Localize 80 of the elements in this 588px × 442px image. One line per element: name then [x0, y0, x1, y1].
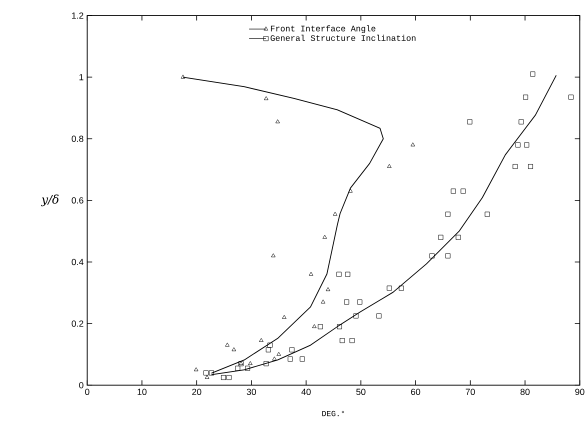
point — [528, 164, 534, 170]
point — [248, 361, 253, 366]
x-tick-label: 70 — [466, 388, 475, 395]
point — [235, 366, 240, 371]
point — [467, 119, 472, 124]
point — [300, 356, 305, 362]
point — [326, 287, 330, 292]
point — [308, 272, 314, 276]
point — [512, 164, 518, 170]
x-tick-label: 0 — [85, 388, 90, 395]
point — [450, 188, 456, 194]
point — [445, 253, 450, 258]
point — [530, 72, 536, 77]
point — [336, 324, 342, 330]
point — [445, 212, 450, 217]
point — [568, 94, 574, 100]
x-tick-label: 40 — [301, 388, 311, 395]
point — [276, 352, 281, 356]
point — [225, 342, 230, 347]
point — [460, 188, 466, 194]
point — [456, 234, 461, 240]
x-tick-label: 90 — [575, 388, 584, 395]
point — [340, 338, 345, 344]
y-tick-label: 0.6 — [72, 197, 84, 204]
point — [348, 188, 353, 193]
point — [282, 314, 286, 319]
point — [398, 286, 404, 291]
point — [344, 300, 350, 305]
point — [332, 212, 338, 216]
y-tick-label: 0.2 — [72, 320, 84, 327]
point — [288, 356, 293, 362]
point — [410, 142, 416, 146]
y-tick-label: 0.8 — [72, 136, 84, 142]
y-tick-label: 0 — [79, 382, 84, 388]
point — [524, 142, 530, 148]
x-tick-label: 10 — [138, 388, 147, 395]
point — [518, 119, 524, 124]
point — [322, 234, 327, 239]
point — [264, 361, 269, 366]
point — [266, 347, 271, 352]
point — [289, 347, 294, 352]
point — [275, 119, 280, 124]
point — [264, 96, 268, 100]
point — [523, 94, 528, 100]
point — [429, 253, 435, 258]
point — [336, 272, 342, 277]
point — [272, 356, 277, 360]
point — [259, 338, 264, 342]
point — [267, 342, 273, 348]
x-tick-label: 30 — [246, 388, 256, 395]
x-tick-label: 60 — [411, 388, 420, 395]
x-tick-label: 80 — [520, 388, 530, 395]
point — [194, 367, 198, 372]
point — [438, 234, 444, 240]
point — [350, 338, 355, 344]
point — [484, 212, 490, 217]
point — [312, 324, 317, 328]
y-tick-label: 1 — [79, 74, 84, 80]
point — [376, 313, 382, 318]
point — [318, 324, 323, 330]
point — [515, 142, 520, 148]
point — [220, 374, 226, 380]
point — [345, 272, 350, 277]
legend-label: Front Interface Angle — [270, 25, 376, 34]
point — [203, 370, 208, 376]
y-tick-label: 1.2 — [72, 12, 84, 19]
x-tick-label: 20 — [192, 388, 202, 395]
point — [320, 300, 326, 304]
point — [386, 286, 392, 291]
point — [226, 374, 232, 380]
y-axis-title: y/δ — [40, 194, 59, 206]
x-tick-label: 50 — [356, 388, 366, 395]
point — [357, 300, 362, 305]
point — [387, 164, 392, 168]
y-tick-label: 0.4 — [72, 258, 84, 266]
point — [353, 313, 358, 318]
point — [232, 347, 236, 352]
legend-label: General Structure Inclination — [270, 34, 416, 41]
point — [271, 253, 276, 258]
point — [245, 366, 250, 371]
